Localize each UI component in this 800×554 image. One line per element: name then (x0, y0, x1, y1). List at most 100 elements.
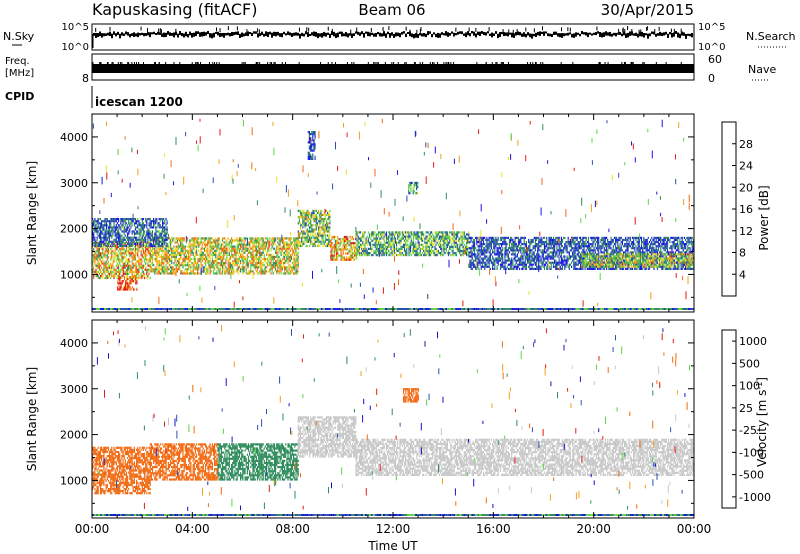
data-cell (185, 249, 187, 252)
data-cell (441, 243, 443, 246)
data-cell (203, 243, 206, 246)
data-cell (263, 264, 265, 267)
data-cell (117, 276, 119, 279)
data-cell (125, 272, 128, 275)
data-cell (123, 218, 125, 221)
data-cell (159, 244, 161, 248)
data-cell (153, 264, 155, 267)
data-cell (451, 245, 453, 248)
data-cell (201, 255, 203, 259)
data-cell (155, 226, 157, 229)
data-cell (390, 252, 392, 255)
data-cell (115, 243, 117, 247)
data-cell (444, 252, 446, 255)
nsky-sample (259, 33, 261, 37)
data-cell (131, 250, 133, 253)
data-cell (126, 286, 128, 289)
data-cell (272, 266, 274, 269)
data-cell (307, 222, 309, 225)
nsky-sample (619, 31, 621, 35)
data-cell (107, 244, 109, 248)
data-cell (93, 266, 95, 269)
data-cell (449, 252, 451, 255)
data-cell (104, 236, 106, 239)
data-cell (476, 261, 478, 264)
data-cell (118, 288, 120, 291)
data-cell (305, 213, 307, 217)
data-cell (121, 224, 123, 227)
data-cell (182, 272, 184, 275)
data-cell (129, 218, 131, 221)
data-cell (287, 253, 289, 256)
nsky-tick-high: 10^5 (62, 22, 89, 33)
data-cell (120, 234, 122, 237)
data-cell (102, 252, 104, 255)
data-cell (452, 235, 454, 238)
data-cell (473, 265, 476, 268)
data-cell (182, 243, 184, 246)
data-cell (267, 237, 269, 240)
nsky-sample (229, 33, 231, 37)
nsky-sample (345, 31, 347, 37)
nsky-sample (321, 33, 323, 38)
data-cell (278, 260, 280, 263)
data-cell (93, 258, 95, 261)
data-cell (114, 252, 116, 255)
data-cell (470, 267, 472, 270)
data-cell (105, 232, 107, 235)
data-cell (269, 257, 271, 261)
nsky-sample (427, 31, 429, 36)
data-cell (107, 250, 109, 253)
data-cell (220, 272, 222, 275)
data-cell (330, 246, 332, 249)
data-cell (478, 238, 480, 242)
nsky-spike (405, 26, 407, 31)
data-cell (227, 262, 229, 265)
data-cell (304, 226, 306, 229)
data-cell (328, 211, 330, 215)
nsky-spike (258, 29, 260, 34)
data-cell (142, 256, 144, 259)
freq-label: Freq. (5, 56, 30, 67)
data-cell (293, 243, 295, 246)
data-cell (298, 218, 300, 221)
data-cell (93, 232, 95, 235)
data-cell (303, 218, 305, 221)
data-cell (266, 251, 268, 254)
data-cell (97, 222, 99, 225)
data-cell (477, 253, 479, 256)
data-cell (185, 268, 187, 271)
data-cell (259, 243, 261, 246)
data-cell (237, 243, 239, 246)
data-cell (351, 248, 353, 251)
data-cell (337, 248, 339, 251)
data-cell (291, 253, 294, 256)
data-cell (136, 282, 138, 285)
data-cell (101, 270, 103, 273)
data-cell (127, 264, 129, 267)
data-cell (414, 231, 416, 234)
data-cell (446, 233, 448, 236)
data-cell (141, 256, 143, 259)
data-cell (316, 236, 319, 239)
data-cell (306, 236, 308, 239)
data-cell (389, 235, 391, 238)
data-cell (142, 252, 144, 255)
nsky-sample (509, 32, 511, 35)
data-cell (157, 262, 159, 265)
data-cell (312, 232, 314, 235)
data-cell (98, 244, 100, 248)
data-cell (290, 241, 292, 244)
freq-spike (384, 62, 386, 64)
data-cell (122, 288, 124, 291)
data-cell (227, 243, 229, 246)
data-cell (188, 249, 190, 252)
data-cell (182, 237, 184, 240)
data-cell (431, 241, 433, 244)
data-cell (183, 253, 185, 256)
data-cell (148, 252, 150, 255)
data-cell (210, 262, 212, 265)
data-cell (134, 246, 137, 249)
data-cell (131, 276, 133, 279)
nsky-sample (105, 33, 107, 36)
